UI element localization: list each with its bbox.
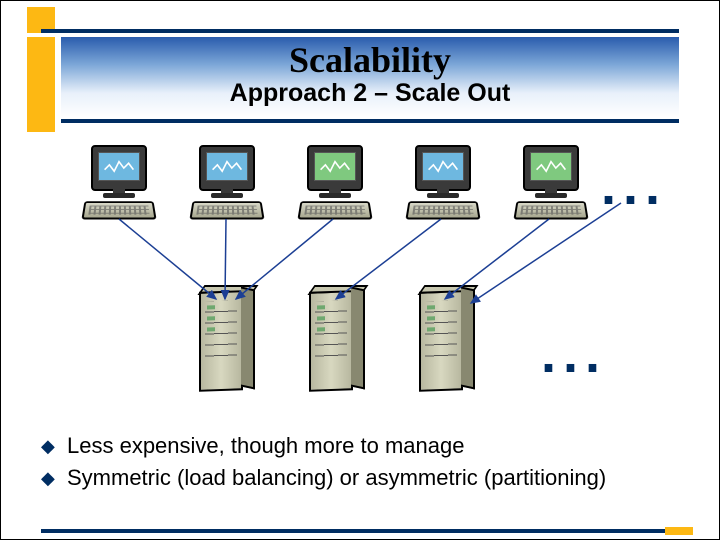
accent-bar-bottom — [665, 527, 693, 535]
bullet-icon: ◆ — [41, 463, 67, 490]
bottom-rule — [41, 529, 679, 533]
bullet-text: Symmetric (load balancing) or asymmetric… — [67, 463, 606, 493]
bullet-list: ◆ Less expensive, though more to manage … — [41, 431, 679, 494]
bullet-icon: ◆ — [41, 431, 67, 458]
connection-arrows — [1, 141, 720, 421]
bullet-item: ◆ Less expensive, though more to manage — [41, 431, 679, 461]
accent-bar-left — [27, 37, 55, 132]
slide-subtitle: Approach 2 – Scale Out — [61, 79, 679, 108]
top-rule — [41, 29, 679, 33]
bullet-item: ◆ Symmetric (load balancing) or asymmetr… — [41, 463, 679, 493]
bullet-text: Less expensive, though more to manage — [67, 431, 464, 461]
slide-title: Scalability — [61, 39, 679, 81]
scale-out-diagram: . . . . . . — [1, 141, 720, 421]
subtitle-rule — [61, 119, 679, 123]
slide-header: Scalability Approach 2 – Scale Out — [61, 37, 679, 117]
